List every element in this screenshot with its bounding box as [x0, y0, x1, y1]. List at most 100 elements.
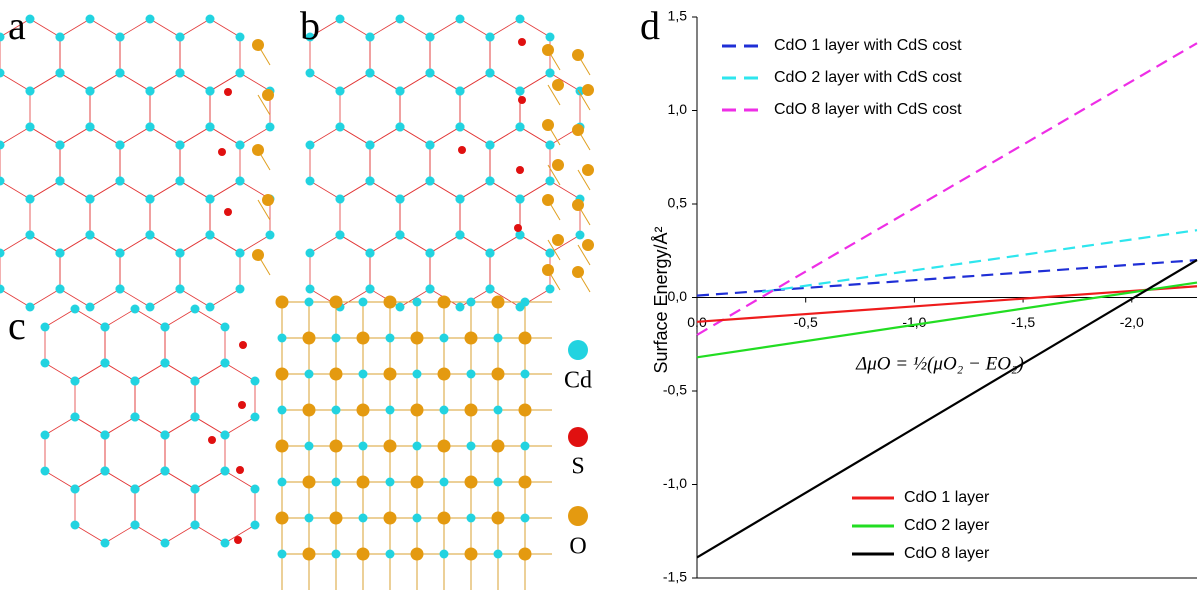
cd-atom: [0, 33, 5, 42]
cd-atom: [221, 431, 230, 440]
cd-atom: [56, 69, 65, 78]
cd-atom: [206, 87, 215, 96]
cd-atom: [206, 231, 215, 240]
cd-atom: [236, 249, 245, 258]
cd-atom: [456, 195, 465, 204]
cd-atom: [278, 478, 287, 487]
o-atom: [572, 199, 584, 211]
cd-atom: [306, 177, 315, 186]
bond: [30, 73, 90, 145]
o-atom: [465, 404, 478, 417]
o-atom: [252, 249, 264, 261]
cd-atom: [146, 303, 155, 312]
o-atom: [552, 234, 564, 246]
cd-atom: [396, 15, 405, 24]
legend-label: CdO 1 layer with CdS cost: [774, 37, 962, 54]
cd-atom: [306, 285, 315, 294]
cd-atom: [146, 195, 155, 204]
cd-atom: [494, 550, 503, 559]
bond: [105, 309, 165, 381]
o-atom: [303, 548, 316, 561]
bond: [180, 235, 240, 307]
cd-atom: [0, 249, 5, 258]
o-atom: [252, 39, 264, 51]
cd-atom: [101, 539, 110, 548]
o-atom: [438, 368, 451, 381]
cd-atom: [176, 69, 185, 78]
cd-atom: [236, 177, 245, 186]
o-atom: [572, 124, 584, 136]
cd-atom: [161, 359, 170, 368]
cd-atom: [0, 285, 5, 294]
cd-atom: [546, 69, 555, 78]
cd-atom: [236, 141, 245, 150]
bond: [430, 235, 490, 307]
o-atom: [492, 440, 505, 453]
cd-atom: [206, 123, 215, 132]
bond: [400, 73, 460, 145]
s-atom: [514, 224, 522, 232]
o-atom: [330, 368, 343, 381]
cd-atom: [131, 377, 140, 386]
cd-atom: [306, 69, 315, 78]
cd-atom: [546, 141, 555, 150]
panel-label: a: [8, 3, 26, 48]
o-atom: [542, 264, 554, 276]
y-tick-label: -1,0: [663, 475, 687, 491]
o-atom: [357, 548, 370, 561]
cd-atom: [546, 177, 555, 186]
cd-atom: [516, 231, 525, 240]
o-atom: [303, 476, 316, 489]
bond: [310, 127, 370, 199]
legend-label: CdO 8 layer: [904, 545, 990, 562]
cd-atom: [221, 467, 230, 476]
cd-atom: [146, 231, 155, 240]
cd-atom: [56, 177, 65, 186]
o-atom: [411, 332, 424, 345]
cd-atom: [116, 33, 125, 42]
o-atom: [519, 332, 532, 345]
cd-atom: [26, 87, 35, 96]
cd-atom: [86, 15, 95, 24]
cd-atom: [366, 249, 375, 258]
cd-atom: [176, 285, 185, 294]
s-atom-icon: [568, 427, 588, 447]
cd-atom: [396, 303, 405, 312]
o-atom: [276, 368, 289, 381]
cd-atom: [176, 33, 185, 42]
bond: [310, 235, 370, 307]
cd-atom: [176, 141, 185, 150]
bond: [165, 417, 225, 489]
o-atom: [330, 440, 343, 453]
cd-atom: [305, 298, 314, 307]
cd-atom: [26, 195, 35, 204]
cd-atom: [305, 514, 314, 523]
cd-atom: [386, 334, 395, 343]
bond: [210, 73, 270, 145]
bond: [400, 181, 460, 253]
cd-atom: [456, 231, 465, 240]
o-atom: [411, 548, 424, 561]
o-atom: [542, 194, 554, 206]
cd-atom: [359, 298, 368, 307]
cd-atom: [176, 249, 185, 258]
bond: [60, 235, 120, 307]
s-atom: [234, 536, 242, 544]
cd-atom: [336, 231, 345, 240]
atom-label: S: [571, 454, 584, 480]
cd-atom: [396, 231, 405, 240]
cd-atom: [516, 15, 525, 24]
bond: [370, 19, 430, 91]
bond: [195, 363, 255, 435]
bond: [195, 471, 255, 543]
y-tick-label: -1,5: [663, 569, 687, 585]
s-atom: [518, 96, 526, 104]
o-atom: [438, 440, 451, 453]
cd-atom: [396, 195, 405, 204]
cd-atom: [440, 550, 449, 559]
cd-atom: [386, 550, 395, 559]
cd-atom: [131, 485, 140, 494]
cd-atom: [116, 285, 125, 294]
o-atom: [262, 194, 274, 206]
x-tick-label: -0,5: [794, 314, 818, 330]
